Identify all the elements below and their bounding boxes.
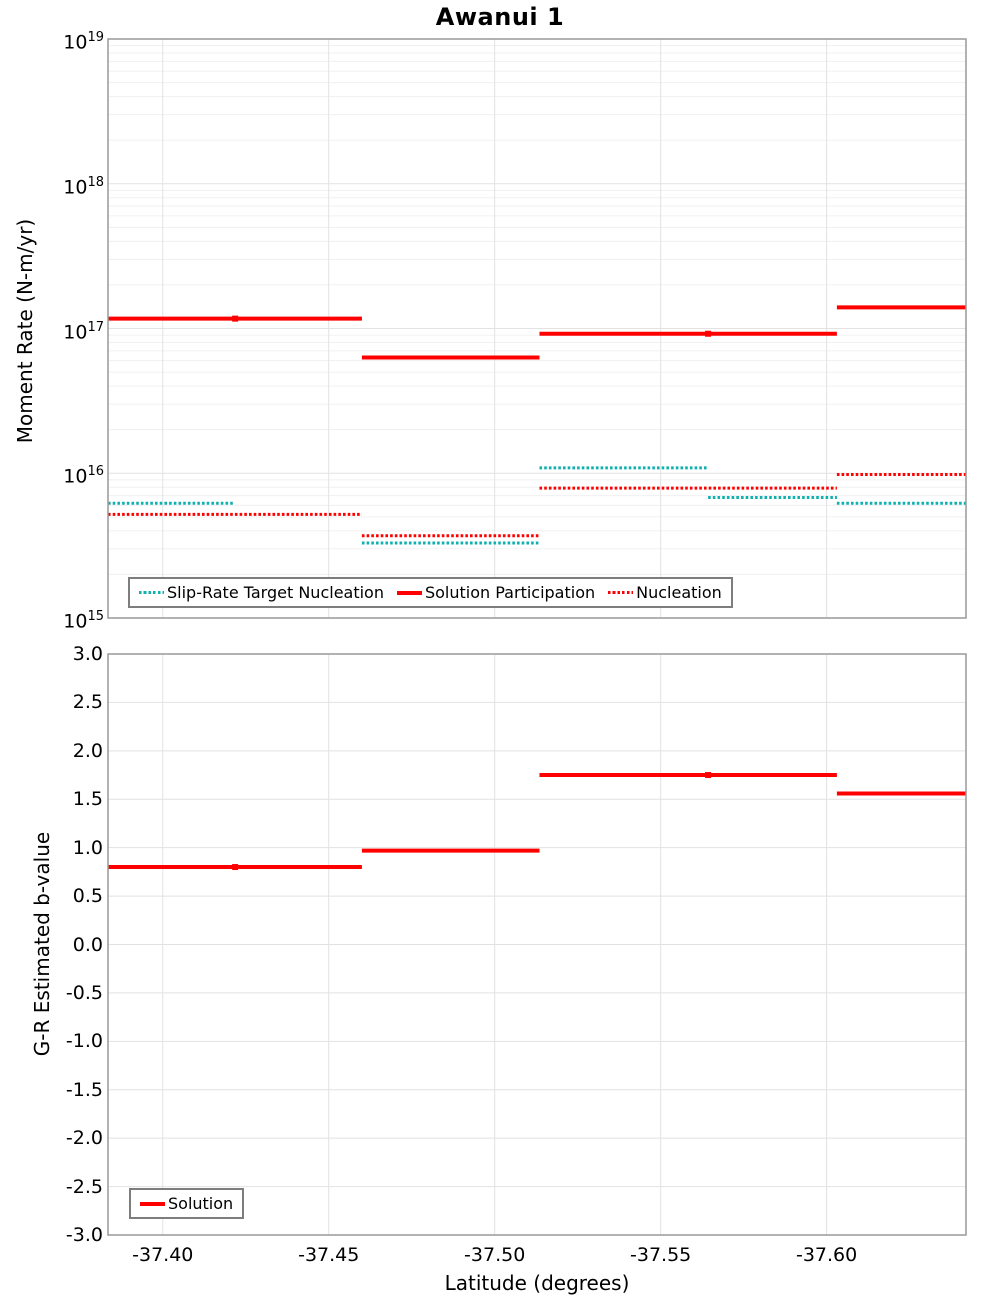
figure-title: Awanui 1 (435, 3, 565, 31)
latitude-x-tick-label: -37.40 (132, 1244, 194, 1266)
exponent: 15 (87, 609, 104, 624)
b-value-y-tick-label: 0.5 (72, 885, 103, 908)
b-value-y-tick-label: -2.5 (65, 1175, 103, 1198)
dotted-line-sample-icon (139, 591, 164, 594)
solid-line-sample-icon (396, 590, 422, 595)
series-solution-participation (108, 305, 966, 360)
legend-item-nucleation: Nucleation (608, 583, 722, 602)
b-value-y-tick-label: -1.0 (65, 1030, 103, 1053)
moment-rate-y-tick-label: 1015 (63, 609, 104, 633)
latitude-x-tick-label: -37.60 (795, 1244, 858, 1266)
plot-frame (107, 653, 967, 1236)
dotted-line-sample-icon (608, 591, 634, 594)
b-value-y-tick-label: 2.5 (72, 691, 103, 714)
data-point-marker (232, 864, 239, 871)
moment-rate-y-tick-label: 1017 (63, 319, 104, 343)
data-point-marker (705, 772, 712, 779)
legend-item-solution-participation: Solution Participation (396, 583, 596, 602)
plot-frame (107, 38, 967, 619)
data-point-marker (232, 315, 239, 322)
legend-label: Solution (168, 1194, 234, 1213)
exponent: 17 (87, 319, 104, 335)
solid-line-sample-icon (140, 1201, 165, 1206)
moment-rate-axis-title: Moment Rate (N-m/yr) (13, 218, 37, 444)
b-value-y-tick-label: 2.0 (72, 739, 103, 762)
moment-rate-plot (107, 38, 967, 619)
exponent: 16 (87, 464, 104, 480)
b-value-y-tick-label: -0.5 (65, 981, 103, 1004)
b-value-y-tick-label: 1.0 (72, 836, 103, 859)
latitude-axis-title: Latitude (degrees) (444, 1271, 630, 1295)
exponent: 19 (87, 30, 104, 45)
legend-item-slip-rate-target-nucleation: Slip-Rate Target Nucleation (139, 583, 384, 602)
data-point-marker (705, 330, 712, 337)
moment-rate-y-tick-label: 1019 (63, 30, 104, 54)
latitude-x-tick-label: -37.50 (464, 1244, 526, 1266)
b-value-y-tick-label: -2.0 (65, 1127, 103, 1150)
legend-item-solution: Solution (140, 1194, 233, 1213)
series-slip-rate-target-nucleation (108, 466, 966, 545)
latitude-x-tick-label: -37.55 (630, 1244, 692, 1266)
moment-rate-y-tick-label: 1018 (63, 174, 104, 199)
legend-label: Slip-Rate Target Nucleation (167, 583, 384, 602)
moment-rate-legend: Slip-Rate Target Nucleation Solution Part… (128, 577, 733, 608)
moment-rate-y-tick-label: 1016 (63, 464, 104, 488)
legend-label: Solution Participation (424, 583, 596, 602)
b-value-y-tick-label: 0.0 (72, 933, 103, 956)
b-value-legend: Solution (129, 1188, 245, 1219)
exponent: 18 (87, 174, 104, 190)
b-value-plot (107, 653, 967, 1236)
b-value-y-tick-label: 1.5 (72, 788, 103, 811)
b-value-y-tick-label: -1.5 (65, 1078, 103, 1101)
latitude-x-tick-label: -37.45 (298, 1244, 360, 1266)
legend-label: Nucleation (636, 583, 722, 602)
series-solution (108, 772, 966, 871)
b-value-y-tick-label: -3.0 (65, 1224, 103, 1246)
series-nucleation (108, 473, 966, 538)
b-value-y-tick-label: 3.0 (72, 643, 103, 665)
